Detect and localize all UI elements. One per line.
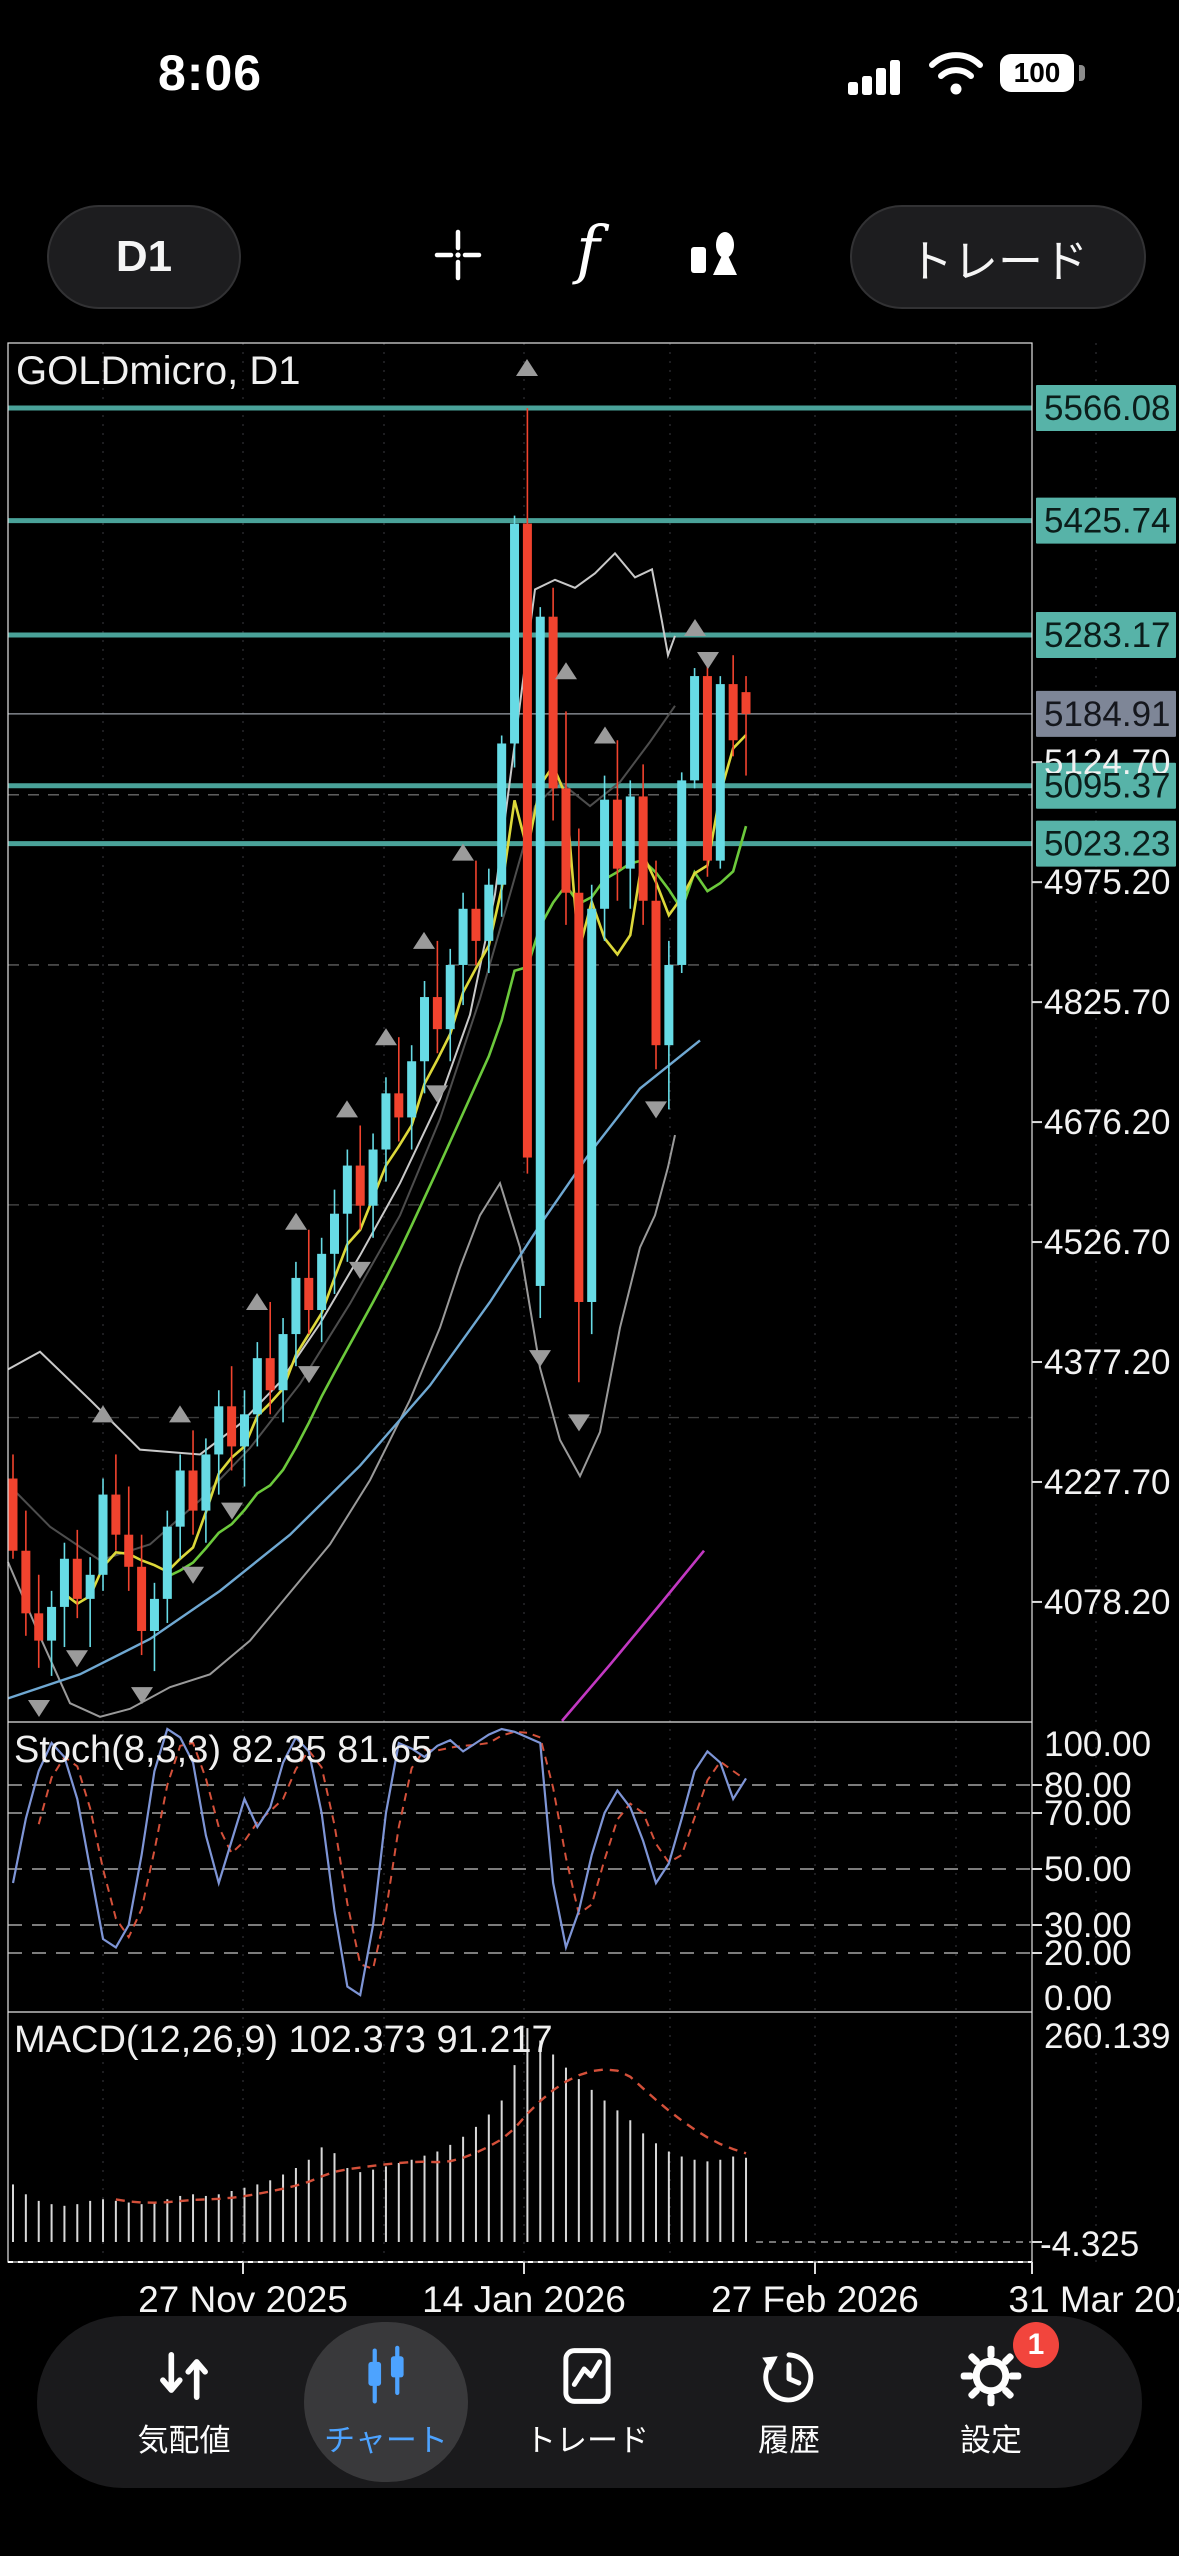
trade-chart-icon	[563, 2347, 611, 2404]
date-label: 14 Jan 2026	[422, 2279, 626, 2320]
stochastic-panel	[8, 1727, 1042, 1997]
tab-quotes[interactable]: 気配値	[99, 2322, 269, 2482]
stoch-axis-label: 20.00	[1044, 1934, 1132, 1973]
time-axis	[242, 2262, 1033, 2274]
price-label: 4377.20	[1044, 1343, 1171, 1382]
battery-indicator: 100	[1000, 54, 1074, 92]
trade-button[interactable]: トレード	[850, 205, 1146, 309]
tab-chart[interactable]: チャート	[301, 2322, 471, 2482]
tab-label: 気配値	[137, 2422, 231, 2458]
timeframe-button[interactable]: D1	[47, 205, 241, 309]
active-tab-background	[304, 2322, 468, 2482]
quotes-arrows-icon	[160, 2351, 208, 2400]
symbol-label: GOLDmicro, D1	[16, 349, 301, 393]
cellular-signal-icon	[848, 60, 900, 95]
price-label-badge: 5095.37	[1044, 767, 1171, 806]
candles	[8, 408, 751, 1676]
stoch-axis-label: 80.00	[1044, 1766, 1132, 1805]
chart-frame	[7, 342, 1033, 2263]
gear-icon	[960, 2345, 1022, 2406]
crosshair-button[interactable]	[430, 227, 486, 283]
tab-history[interactable]: 履歴	[704, 2322, 874, 2482]
indicator-lines	[7, 551, 748, 1722]
objects-button[interactable]	[685, 227, 741, 283]
macd-panel	[12, 2028, 1042, 2243]
teal-level-lines	[8, 405, 1032, 847]
date-label: 27 Feb 2026	[711, 2279, 919, 2320]
tab-label: 設定	[960, 2422, 1022, 2458]
price-label: 4676.20	[1044, 1103, 1171, 1142]
wifi-icon	[929, 52, 983, 95]
tab-label: トレード	[525, 2422, 649, 2458]
price-label-badge: 5425.74	[1044, 502, 1171, 541]
settings-badge: 1	[1013, 2322, 1059, 2368]
tab-label: チャート	[324, 2422, 448, 2458]
macd-axis-bottom: -4.325	[1040, 2225, 1139, 2264]
price-label-badge: 5184.91	[1044, 695, 1171, 734]
candlestick-chart-icon	[368, 2345, 404, 2403]
battery-nub	[1079, 65, 1085, 81]
price-label: 5124.70	[1044, 743, 1171, 782]
stoch-axis-label: 70.00	[1044, 1794, 1132, 1833]
price-label: 4825.70	[1044, 983, 1171, 1022]
price-axis	[1032, 385, 1176, 1603]
tab-trade[interactable]: トレード	[502, 2322, 672, 2482]
tab-label: 履歴	[758, 2422, 820, 2458]
date-label: 31 Mar 202	[1008, 2279, 1179, 2320]
price-label-badge: 5283.17	[1044, 616, 1171, 655]
indicators-button[interactable]: f	[576, 213, 600, 287]
price-label: 4227.70	[1044, 1463, 1171, 1502]
status-time: 8:06	[158, 45, 263, 101]
stoch-axis-label: 30.00	[1044, 1906, 1132, 1945]
date-label: 27 Nov 2025	[138, 2279, 348, 2320]
macd-label: MACD(12,26,9) 102.373 91.217	[14, 2019, 553, 2061]
stoch-axis-label: 0.00	[1044, 1979, 1112, 2018]
price-label: 4526.70	[1044, 1223, 1171, 1262]
tab-settings[interactable]: 設定	[906, 2322, 1076, 2482]
history-clock-icon	[762, 2351, 814, 2402]
price-label: 4975.20	[1044, 863, 1171, 902]
price-label-badge: 5566.08	[1044, 389, 1171, 428]
stoch-label: Stoch(8,3,3) 82.35 81.65	[14, 1729, 432, 1771]
fractal-arrows	[28, 358, 719, 1717]
stoch-axis-label: 50.00	[1044, 1850, 1132, 1889]
price-label-badge: 5023.23	[1044, 825, 1171, 864]
macd-axis-top: 260.139	[1044, 2017, 1171, 2056]
price-label: 4078.20	[1044, 1583, 1171, 1622]
stoch-axis-label: 100.00	[1044, 1725, 1151, 1764]
